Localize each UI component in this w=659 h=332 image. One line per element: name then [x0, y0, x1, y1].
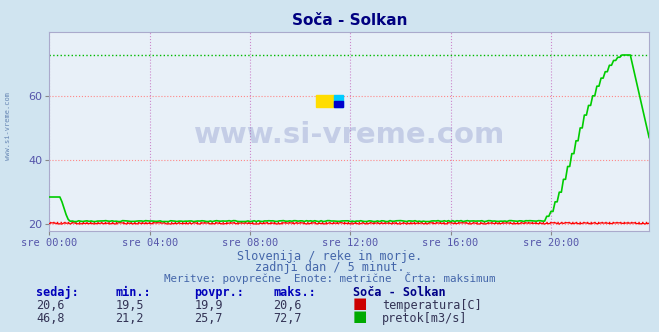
Bar — [316, 95, 334, 107]
Text: 19,5: 19,5 — [115, 299, 144, 312]
Text: 20,6: 20,6 — [273, 299, 302, 312]
Bar — [334, 95, 343, 107]
Text: min.:: min.: — [115, 286, 151, 299]
Text: zadnji dan / 5 minut.: zadnji dan / 5 minut. — [254, 261, 405, 274]
Text: maks.:: maks.: — [273, 286, 316, 299]
Text: sedaj:: sedaj: — [36, 286, 79, 299]
Title: Soča - Solkan: Soča - Solkan — [291, 13, 407, 28]
Text: Slovenija / reke in morje.: Slovenija / reke in morje. — [237, 250, 422, 263]
Text: Soča - Solkan: Soča - Solkan — [353, 286, 445, 299]
Text: 20,6: 20,6 — [36, 299, 65, 312]
Text: 19,9: 19,9 — [194, 299, 223, 312]
Text: povpr.:: povpr.: — [194, 286, 244, 299]
Text: Meritve: povprečne  Enote: metrične  Črta: maksimum: Meritve: povprečne Enote: metrične Črta:… — [163, 272, 496, 284]
Text: 21,2: 21,2 — [115, 312, 144, 325]
Text: 25,7: 25,7 — [194, 312, 223, 325]
Text: www.si-vreme.com: www.si-vreme.com — [5, 92, 11, 160]
Text: www.si-vreme.com: www.si-vreme.com — [194, 121, 505, 149]
Text: ■: ■ — [353, 309, 367, 324]
Text: pretok[m3/s]: pretok[m3/s] — [382, 312, 468, 325]
Text: 46,8: 46,8 — [36, 312, 65, 325]
Text: ■: ■ — [353, 296, 367, 311]
Bar — [334, 101, 343, 107]
Text: temperatura[C]: temperatura[C] — [382, 299, 482, 312]
Text: 72,7: 72,7 — [273, 312, 302, 325]
